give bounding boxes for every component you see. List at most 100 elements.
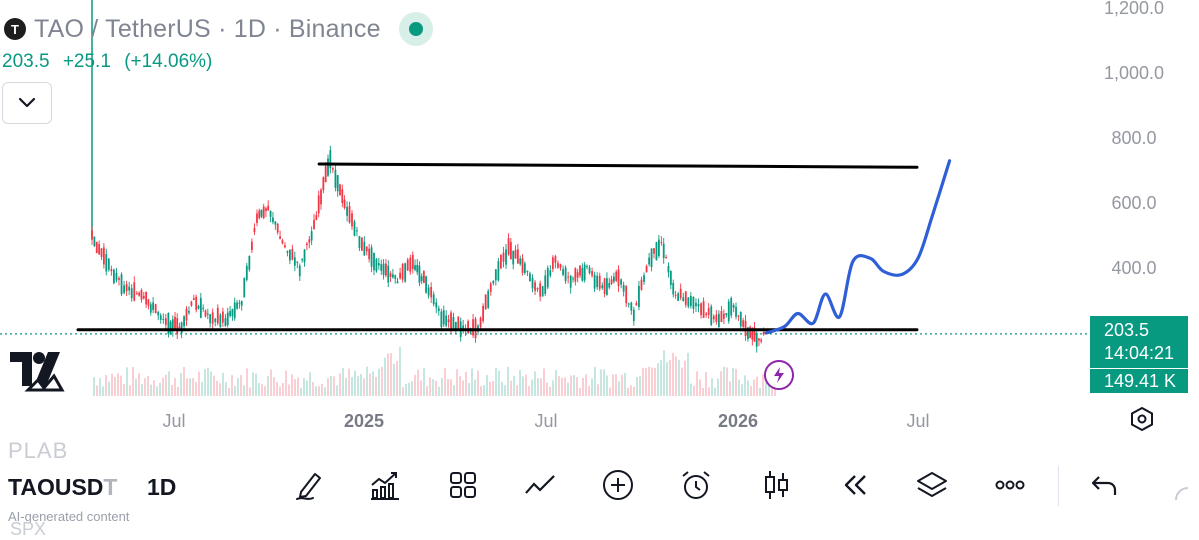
undo-button[interactable] [1085,466,1123,504]
candle-body [715,314,718,322]
candle-body [197,306,200,309]
volume-bar [336,385,338,396]
candle-body [231,309,234,317]
volume-bar [483,385,485,396]
candle-body [396,281,399,284]
volume-bar [237,377,239,396]
volume-bar [249,387,251,396]
candle-body [343,199,346,209]
candle-body [603,278,606,294]
chart-area[interactable]: 1,200.0 1,000.0 800.0 600.0 400.0 Jul 2025 Jul 2… [0,0,1199,440]
candle-body [190,301,193,306]
volume-bar [225,382,227,396]
volume-bar [555,370,557,396]
price-chart[interactable]: 1,200.0 1,000.0 800.0 600.0 400.0 Jul 2025 Jul 2… [0,0,1199,440]
bottom-toolbar [0,440,1199,531]
candle-body [147,299,150,306]
volume-bar [231,375,233,396]
more-button[interactable] [991,466,1029,504]
candle-body [110,269,113,272]
candle-body [279,236,281,240]
volume-bar [735,368,737,396]
candle-body [435,302,438,308]
volume-bar [108,381,110,396]
compare-button[interactable] [521,466,559,504]
candle-body [375,258,378,272]
volume-bar [273,377,275,396]
x-tick-label: Jul [162,411,185,431]
draw-pen-button[interactable] [291,466,329,504]
volume-bar [540,378,542,396]
watchlist-ghost-prev[interactable]: PLAB [8,438,69,463]
candle-body [185,308,188,321]
candle-body [502,252,505,262]
candle-body [361,237,363,251]
watchlist-ghost-next[interactable]: SPX [10,519,47,539]
layout-button[interactable] [444,466,482,504]
volume-bar [135,378,137,396]
symbol-title[interactable]: TAO / TetherUS · 1D · Binance [34,14,381,43]
candle-body [541,286,544,297]
volume-bar [582,377,584,396]
candle-body [204,310,207,317]
candle-body [401,263,404,280]
candle-body [755,332,758,347]
candle-body [183,316,185,327]
candle-body [418,265,421,283]
indicators-icon [371,472,399,500]
replay-button[interactable] [835,466,873,504]
candle-body [286,251,289,253]
candle-body [216,307,219,324]
volume-bar [204,369,206,396]
candle-body [695,302,697,307]
volume-bar [342,368,344,396]
volume-bar [636,377,638,396]
add-button[interactable] [599,466,637,504]
volume-bar [525,374,527,396]
candle-body [98,244,101,255]
symbol-button[interactable]: TAOUSDT [8,474,117,501]
candle-body [303,249,306,263]
chart-settings-hex-icon[interactable] [1128,405,1156,433]
indicators-button[interactable] [366,466,404,504]
volume-bar [378,368,380,396]
interval-button[interactable]: 1D [147,474,177,500]
candle-body [534,282,536,291]
collapse-legend-button[interactable] [2,82,52,124]
volume-bar [561,377,563,396]
candle-body [135,293,138,295]
volume-bar [153,380,155,396]
candle-body [697,303,700,307]
candle-body [593,274,596,289]
candle-body [472,319,474,336]
candle-body [180,322,183,334]
candle-body [712,316,715,320]
volume-bar [558,376,560,396]
candle-body [274,221,277,225]
candle-body [749,326,752,338]
flash-icon[interactable] [764,360,794,390]
chart-type-button[interactable] [757,466,795,504]
volume-bar [324,387,326,396]
candle-body [622,284,625,292]
draw-pen-icon [296,473,321,500]
volume-bar [327,378,329,396]
candle-body [394,275,397,279]
volume-bar [687,352,689,396]
tradingview-logo [8,346,66,404]
volume-bar [702,387,704,396]
volume-bar [132,366,134,396]
object-tree-button[interactable] [913,466,951,504]
market-status-icon[interactable] [398,12,433,46]
volume-bar [369,373,371,396]
candle-body [293,257,296,266]
volume-bar [570,375,572,396]
compare-icon [525,475,555,494]
volume-bar [477,370,479,396]
candle-body [138,292,141,296]
candle-body [462,325,465,331]
volume-bar [516,385,518,396]
volume-bar [567,382,569,396]
alert-button[interactable] [677,466,715,504]
candle-body [414,265,416,270]
